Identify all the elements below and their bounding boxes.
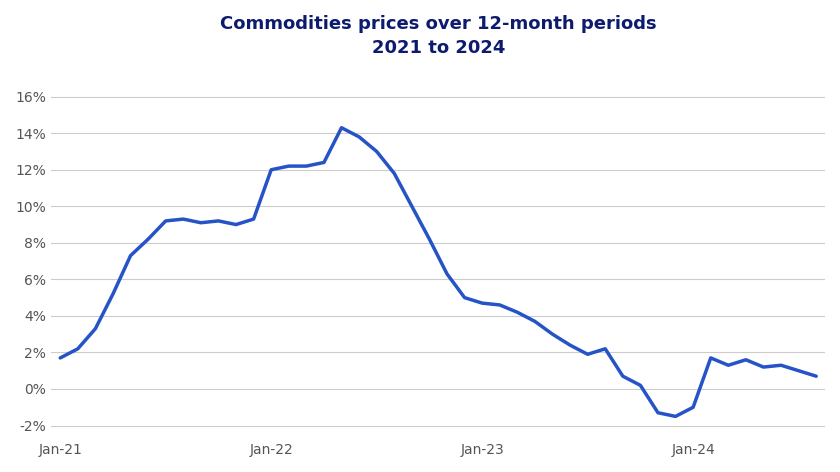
Title: Commodities prices over 12-month periods
2021 to 2024: Commodities prices over 12-month periods… [220,15,657,57]
